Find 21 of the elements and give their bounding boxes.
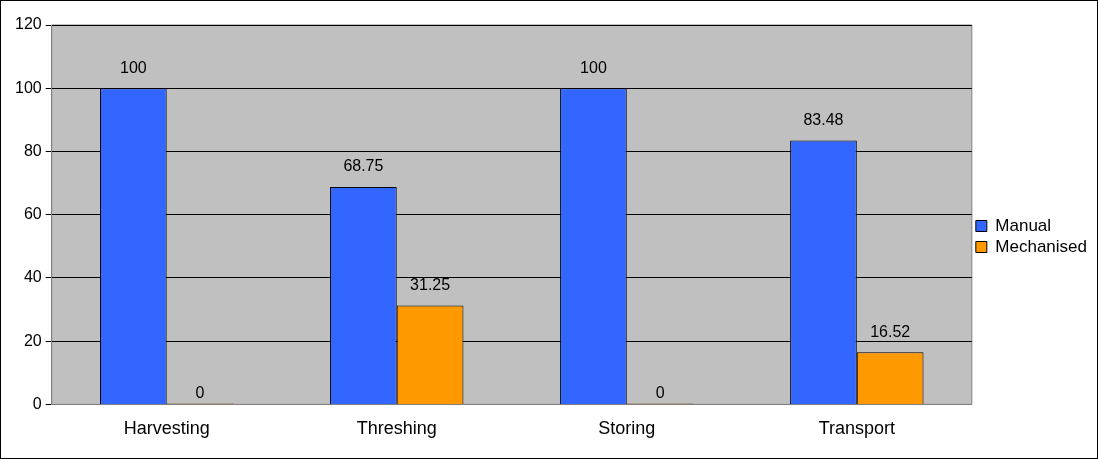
data-label: 83.48	[803, 110, 844, 128]
y-tick-label: 80	[23, 141, 42, 159]
y-tick-label: 40	[23, 268, 42, 286]
data-label: 16.52	[870, 322, 911, 340]
data-label: 0	[655, 383, 665, 401]
data-label: 100	[580, 58, 607, 76]
y-tick-label: 100	[14, 78, 42, 96]
data-label: 31.25	[410, 276, 451, 293]
legend-label: Mechanised	[995, 236, 1088, 256]
data-label: 100	[120, 58, 147, 76]
y-tick-label: 20	[23, 331, 42, 349]
data-label: 68.75	[343, 157, 384, 175]
x-tick-label: Transport	[818, 418, 895, 439]
y-tick-label: 60	[23, 205, 42, 223]
x-tick-label: Harvesting	[123, 418, 210, 439]
x-tick-label: Storing	[598, 418, 656, 439]
y-tick-label: 0	[32, 394, 42, 412]
legend-label: Manual	[995, 215, 1052, 235]
x-tick-label: Threshing	[356, 418, 437, 439]
data-label: 0	[195, 383, 205, 401]
y-tick-label: 120	[14, 15, 42, 33]
